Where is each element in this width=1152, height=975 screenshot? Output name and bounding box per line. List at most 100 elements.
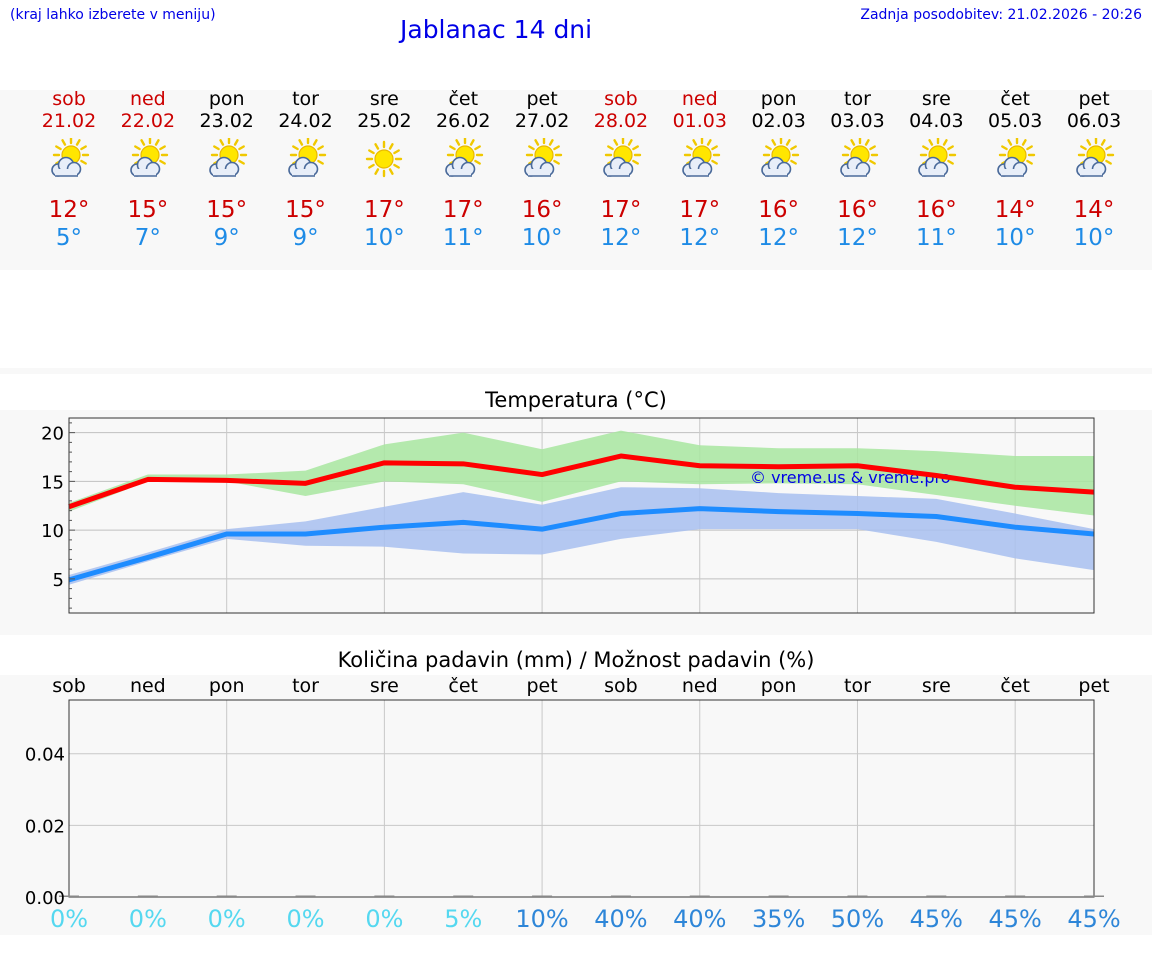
- max-temp: 17°: [364, 197, 405, 223]
- sun-cloud-icon: [603, 138, 642, 177]
- max-temp-line: [68, 453, 1095, 510]
- day-name: pet: [526, 88, 558, 110]
- day-name: čet: [448, 88, 479, 110]
- min-temp: 12°: [600, 225, 642, 251]
- temperature-chart: © vreme.us & vreme.pro 5 10 15 20: [41, 417, 1095, 614]
- y-tick-label: 15: [41, 472, 64, 493]
- precip-bar: [768, 895, 789, 897]
- min-temp: 9°: [292, 225, 319, 251]
- forecast-strip: [0, 90, 1152, 270]
- day-columns: sob 21.02 12° 5° ned 22.02 15° 7° pon 23.02 15° 9° t…: [0, 88, 1152, 268]
- temperature-chart-title: Temperatura (°C): [485, 388, 667, 412]
- x-day-label: ned: [130, 675, 166, 697]
- precip-probability: 45%: [988, 905, 1041, 933]
- day-date: 26.02: [436, 110, 491, 132]
- day-column: sob 21.02 12° 5°: [29, 88, 109, 252]
- max-range-band: [69, 430, 1094, 516]
- max-temp: 16°: [521, 197, 563, 223]
- day-name: pon: [208, 88, 245, 110]
- precip-chart: sob ned pon tor sre čet pet sob ned pon tor sre čet p…: [25, 675, 1121, 933]
- day-name: tor: [844, 88, 871, 110]
- day-date: 22.02: [120, 110, 176, 132]
- sun-cloud-icon: [760, 138, 799, 177]
- max-temp: 15°: [206, 197, 248, 223]
- day-date: 21.02: [41, 110, 97, 132]
- precip-chart-title: Količina padavin (mm) / Možnost padavin …: [337, 648, 815, 672]
- day-column: ned 01.03 17° 12°: [660, 88, 740, 252]
- precip-probability: 45%: [910, 905, 963, 933]
- precip-bar: [453, 895, 474, 897]
- y-tick-label: 5: [53, 570, 64, 591]
- x-day-label: ned: [682, 675, 718, 697]
- sun-cloud-icon: [1076, 138, 1115, 177]
- day-date: 27.02: [514, 110, 570, 132]
- max-temp: 17°: [600, 197, 642, 223]
- sun-cloud-icon: [997, 138, 1036, 177]
- max-temp: 17°: [442, 197, 484, 223]
- precip-probability: 5%: [444, 905, 482, 933]
- day-column: pet 06.03 14° 10°: [1054, 88, 1134, 252]
- sun-cloud-icon: [839, 138, 878, 177]
- separator: [0, 368, 1152, 374]
- menu-hint-link[interactable]: (kraj lahko izberete v meniju): [10, 7, 216, 23]
- precip-probability: 0%: [50, 905, 88, 933]
- min-temp: 7°: [134, 225, 161, 251]
- x-day-label: sre: [370, 675, 399, 697]
- y-tick-label: 0.02: [25, 816, 65, 837]
- day-name: pon: [760, 88, 797, 110]
- day-column: sre 04.03 16° 11°: [896, 88, 976, 252]
- precip-bar: [689, 895, 710, 897]
- sun-cloud-icon: [287, 138, 326, 177]
- plot-area: [69, 700, 1094, 897]
- x-day-label: pet: [526, 675, 557, 697]
- y-tick-label: 10: [41, 521, 64, 542]
- precip-probability: 40%: [594, 905, 647, 933]
- precip-probability: 35%: [752, 905, 805, 933]
- day-date: 03.03: [830, 110, 885, 132]
- day-column: čet 26.02 17° 11°: [423, 88, 503, 252]
- min-temp: 11°: [442, 225, 484, 251]
- precip-bar: [610, 895, 631, 897]
- precip-bar: [59, 895, 79, 897]
- x-day-label: pon: [761, 675, 797, 697]
- precip-bar: [1084, 895, 1104, 897]
- precip-bar: [1005, 895, 1026, 897]
- min-temp: 9°: [213, 225, 240, 251]
- y-tick-label: 0.04: [25, 745, 65, 766]
- x-day-label: pet: [1078, 675, 1109, 697]
- precip-bar: [532, 895, 553, 897]
- x-day-label: čet: [1000, 675, 1030, 697]
- sun-cloud-icon: [208, 138, 247, 177]
- min-temp: 10°: [364, 225, 405, 251]
- x-day-label: sob: [52, 675, 86, 697]
- min-temp: 11°: [915, 225, 957, 251]
- watermark: © vreme.us & vreme.pro: [750, 468, 951, 487]
- day-name: ned: [129, 88, 166, 110]
- day-column: tor 24.02 15° 9°: [266, 88, 346, 252]
- precip-bar: [374, 895, 395, 897]
- max-temp: 16°: [758, 197, 800, 223]
- sun-cloud-icon: [51, 138, 90, 177]
- day-date: 23.02: [199, 110, 254, 132]
- day-date: 24.02: [278, 110, 333, 132]
- precip-probability: 40%: [673, 905, 726, 933]
- day-date: 06.03: [1066, 110, 1122, 132]
- precip-probability: 0%: [208, 905, 246, 933]
- plot-frame: [68, 699, 1095, 898]
- day-date: 25.02: [357, 110, 412, 132]
- x-day-label: pon: [209, 675, 245, 697]
- x-day-label: čet: [448, 675, 478, 697]
- plot-frame: [68, 417, 1095, 614]
- max-temp: 16°: [915, 197, 957, 223]
- day-column: pon 02.03 16° 12°: [739, 88, 819, 252]
- day-date: 05.03: [987, 110, 1043, 132]
- min-temp: 10°: [521, 225, 563, 251]
- day-date: 04.03: [909, 110, 964, 132]
- sun-cloud-icon: [445, 138, 484, 177]
- max-temp: 12°: [48, 197, 90, 223]
- x-day-label: tor: [292, 675, 319, 697]
- x-day-label: sre: [922, 675, 951, 697]
- x-day-label: sob: [604, 675, 638, 697]
- precip-bar: [926, 895, 947, 897]
- day-date: 01.03: [672, 110, 727, 132]
